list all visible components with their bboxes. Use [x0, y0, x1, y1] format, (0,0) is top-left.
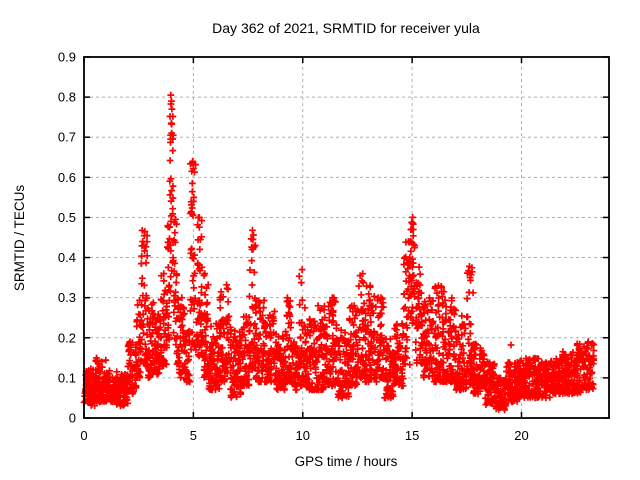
y-tick-label: 0.6 — [58, 170, 76, 185]
y-tick-label: 0.7 — [58, 130, 76, 145]
y-axis-tick-labels: 0 0.1 0.2 0.3 0.4 0.5 0.6 0.7 0.8 0.9 — [58, 50, 76, 426]
x-tick-label: 20 — [514, 428, 528, 443]
x-tick-label: 10 — [296, 428, 310, 443]
plot-border — [83, 56, 610, 419]
chart-title: Day 362 of 2021, SRMTID for receiver yul… — [212, 20, 480, 36]
x-axis-tick-labels: 0 5 10 15 20 — [80, 428, 528, 443]
data-points-srmtid — [80, 91, 598, 414]
y-tick-label: 0.9 — [58, 50, 76, 65]
x-tick-label: 0 — [80, 428, 87, 443]
x-tick-label: 15 — [405, 428, 419, 443]
y-tick-label: 0 — [69, 411, 76, 426]
y-axis-label: SRMTID / TECUs — [12, 185, 27, 292]
y-tick-label: 0.4 — [58, 250, 76, 265]
y-tick-label: 0.8 — [58, 90, 76, 105]
x-axis-label: GPS time / hours — [295, 454, 398, 469]
y-tick-label: 0.5 — [58, 210, 76, 225]
y-tick-label: 0.1 — [58, 370, 76, 385]
y-tick-label: 0.2 — [58, 330, 76, 345]
x-tick-label: 5 — [190, 428, 197, 443]
y-tick-label: 0.3 — [58, 290, 76, 305]
